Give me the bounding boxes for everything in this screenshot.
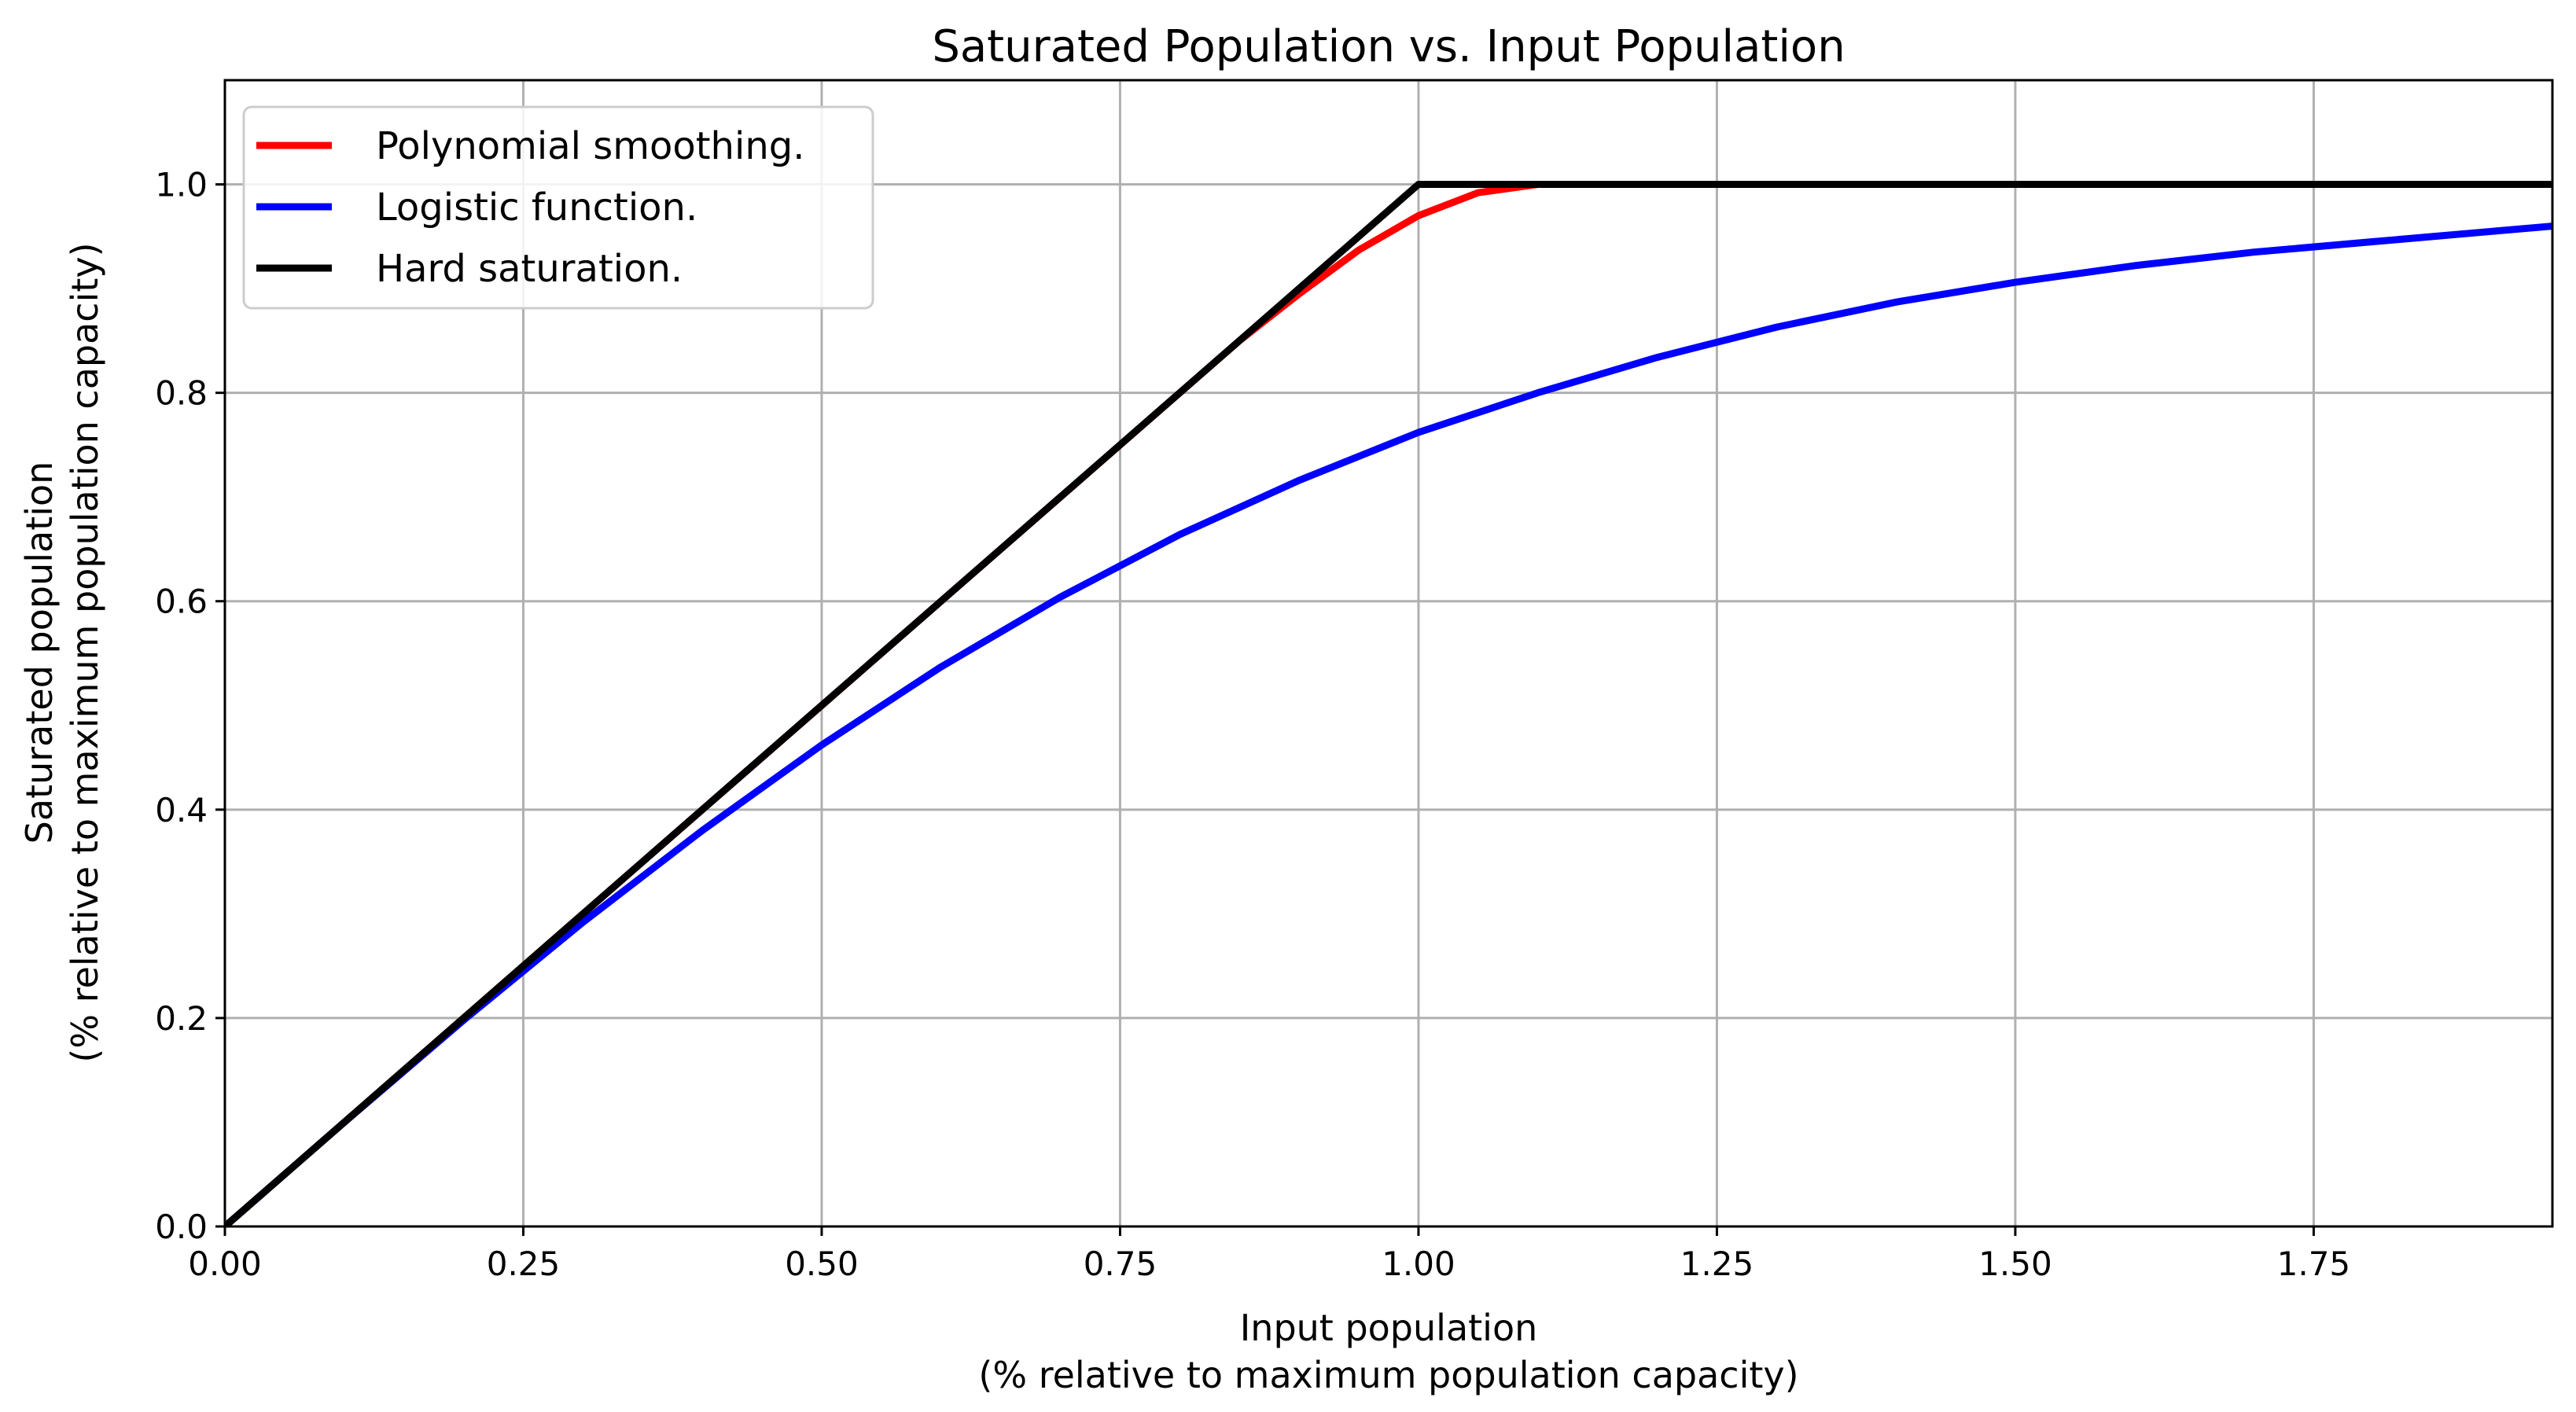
series-line-hard-saturation <box>225 181 2552 1226</box>
y-tick-label: 0.6 <box>155 583 208 621</box>
x-tick-label: 1.00 <box>1382 1245 1455 1283</box>
legend-label-hard-saturation: Hard saturation. <box>376 247 683 291</box>
x-axis-label-line1: Input population <box>1240 1307 1538 1349</box>
x-tick-label: 0.50 <box>785 1245 859 1283</box>
y-axis-label-line2: (% relative to maximum population capaci… <box>64 242 106 1062</box>
plot-area-frame <box>223 79 2554 1228</box>
x-tick-label: 1.50 <box>1978 1245 2052 1283</box>
series-lines <box>225 181 2552 1226</box>
y-axis-label-line1: Saturated population <box>18 461 61 844</box>
legend-box <box>242 105 874 310</box>
y-tick-label: 0.4 <box>155 791 208 829</box>
y-tick-label: 0.8 <box>155 374 208 413</box>
legend: Polynomial smoothing. Logistic function. H… <box>242 105 874 310</box>
x-axis-label-line2: (% relative to maximum population capaci… <box>978 1354 1798 1396</box>
x-tick-label: 0.00 <box>188 1245 262 1283</box>
y-tick-label: 1.0 <box>155 166 208 204</box>
x-tick-label: 0.25 <box>487 1245 561 1283</box>
x-tick-label: 1.25 <box>1680 1245 1754 1283</box>
legend-label-logistic-function: Logistic function. <box>376 186 697 230</box>
y-tick-label: 0.2 <box>155 999 208 1038</box>
chart-title: Saturated Population vs. Input Populatio… <box>932 21 1845 72</box>
x-tick-label: 1.75 <box>2277 1245 2351 1283</box>
axis-ticks: 0.00 0.25 0.50 0.75 1.00 1.25 1.50 1.75 0.0 0.2 0.… <box>155 166 2350 1283</box>
x-tick-label: 0.75 <box>1084 1245 1157 1283</box>
y-tick-label: 0.0 <box>155 1208 208 1246</box>
series-line-logistic-function <box>225 222 2552 1226</box>
legend-label-polynomial-smoothing: Polynomial smoothing. <box>376 124 804 168</box>
